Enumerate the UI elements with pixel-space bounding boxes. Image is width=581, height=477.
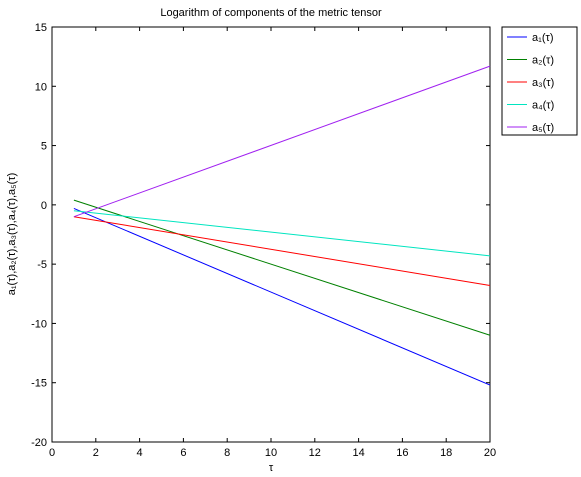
- series-line-a4: [73, 210, 491, 257]
- y-tick-label: 15: [35, 22, 47, 34]
- y-tick-label: -10: [31, 318, 47, 330]
- y-tick-label: 5: [41, 141, 47, 153]
- x-tick-label: 6: [180, 447, 186, 459]
- y-axis-label: a₁(τ),a₂(τ),a₃(τ),a₄(τ),a₅(τ): [6, 173, 18, 296]
- x-tick-label: 16: [396, 447, 408, 459]
- series-lines: [73, 65, 491, 386]
- series-line-a2: [73, 199, 491, 336]
- x-tick-label: 0: [49, 447, 55, 459]
- chart-title: Logarithm of components of the metric te…: [160, 7, 382, 19]
- legend-box: [501, 26, 578, 136]
- legend-label-a2: a₂(τ): [532, 55, 554, 67]
- x-tick-label: 14: [352, 447, 364, 459]
- series-line-a5: [73, 65, 491, 218]
- legend-label-a5: a₅(τ): [532, 122, 554, 134]
- y-tick-label: -20: [31, 437, 47, 449]
- x-tick-label: 20: [484, 447, 496, 459]
- x-tick-label: 2: [93, 447, 99, 459]
- x-tick-label: 10: [265, 447, 277, 459]
- y-tick-label: 10: [35, 81, 47, 93]
- legend: a₁(τ) a₂(τ) a₃(τ) a₄(τ) a₅(τ): [501, 26, 578, 136]
- y-tick-label: -15: [31, 378, 47, 390]
- y-tick-label: 0: [41, 200, 47, 212]
- x-tick-label: 8: [224, 447, 230, 459]
- legend-label-a3: a₃(τ): [532, 77, 554, 89]
- axis-ticks: 0 2 4 6 8 10 12 14 16 18 20 -20 -15 -10 -5 0 5 10 15: [31, 22, 496, 459]
- x-tick-label: 18: [440, 447, 452, 459]
- x-axis-label: τ: [269, 462, 274, 474]
- legend-label-a4: a₄(τ): [532, 100, 554, 112]
- series-line-a1: [73, 207, 491, 386]
- x-tick-label: 4: [137, 447, 143, 459]
- series-line-a3: [73, 216, 491, 286]
- plot-area: [51, 26, 491, 443]
- legend-label-a1: a₁(τ): [532, 32, 554, 44]
- y-tick-label: -5: [37, 259, 47, 271]
- x-tick-label: 12: [309, 447, 321, 459]
